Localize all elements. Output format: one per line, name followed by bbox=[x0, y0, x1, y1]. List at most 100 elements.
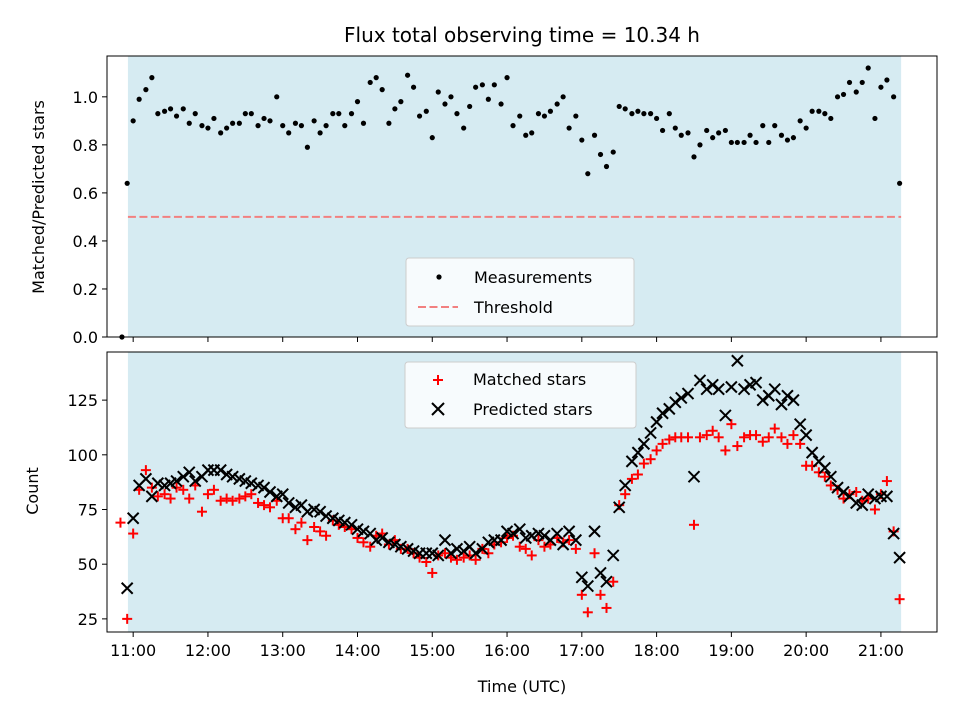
matched-star-point bbox=[595, 589, 606, 600]
predicted-star-point bbox=[824, 470, 838, 483]
measurement-point bbox=[635, 108, 641, 114]
chart-title: Flux total observing time = 10.34 h bbox=[344, 23, 700, 47]
measurement-point bbox=[255, 123, 261, 129]
predicted-star-point bbox=[506, 527, 520, 540]
matched-star-point bbox=[645, 454, 656, 465]
predicted-star-point bbox=[749, 376, 763, 389]
matched-star-point bbox=[208, 484, 219, 495]
matched-star-point bbox=[171, 482, 182, 493]
legend-matched-marker bbox=[433, 375, 443, 385]
predicted-star-point bbox=[837, 485, 850, 499]
matched-star-point bbox=[589, 548, 600, 559]
bottom-y-tick-label: 125 bbox=[67, 391, 98, 410]
matched-star-point bbox=[632, 469, 643, 480]
measurement-point bbox=[510, 123, 516, 129]
predicted-star-point bbox=[831, 481, 844, 494]
matched-star-point bbox=[739, 432, 750, 443]
predicted-star-point bbox=[637, 437, 651, 451]
predicted-star-point bbox=[145, 490, 159, 503]
x-axis-label: Time (UTC) bbox=[477, 677, 566, 696]
predicted-star-point bbox=[345, 518, 358, 532]
legend-matched-label: Matched stars bbox=[473, 370, 586, 389]
predicted-star-point bbox=[282, 496, 295, 510]
measurement-point bbox=[846, 79, 853, 86]
predicted-star-point bbox=[781, 389, 794, 402]
predicted-star-point bbox=[438, 533, 452, 547]
measurement-point bbox=[554, 101, 560, 107]
matched-star-point bbox=[608, 576, 619, 587]
predicted-star-point bbox=[245, 477, 258, 490]
predicted-star-point bbox=[706, 378, 719, 392]
measurement-point bbox=[298, 123, 305, 129]
matched-star-point bbox=[763, 432, 774, 443]
top-y-tick-label: 0.8 bbox=[73, 136, 98, 155]
matched-star-point bbox=[128, 528, 139, 539]
measurement-point bbox=[560, 94, 566, 100]
matched-star-point bbox=[788, 430, 799, 441]
predicted-star-point bbox=[793, 417, 807, 431]
measurement-point bbox=[610, 149, 616, 155]
measurement-point bbox=[292, 120, 299, 126]
matched-star-point bbox=[283, 513, 294, 524]
predicted-star-point bbox=[575, 571, 589, 584]
measurement-point bbox=[367, 79, 373, 86]
measurement-point bbox=[410, 84, 417, 90]
predicted-star-point bbox=[669, 396, 682, 409]
x-tick-label: 15:00 bbox=[409, 641, 455, 660]
measurement-point bbox=[622, 106, 628, 112]
measurement-point bbox=[878, 84, 884, 90]
matched-star-point bbox=[215, 495, 226, 506]
measurement-point bbox=[666, 111, 672, 117]
top-y-tick-label: 0.6 bbox=[73, 184, 98, 203]
matched-star-point bbox=[657, 438, 668, 449]
matched-star-point bbox=[259, 500, 270, 511]
predicted-star-point bbox=[432, 549, 445, 562]
predicted-star-point bbox=[301, 505, 314, 518]
measurement-point bbox=[180, 106, 186, 112]
matched-star-point bbox=[196, 506, 207, 517]
matched-star-point bbox=[664, 434, 675, 445]
measurement-point bbox=[722, 127, 728, 134]
measurement-point bbox=[822, 111, 828, 117]
matched-star-point bbox=[732, 441, 743, 452]
measurement-point bbox=[286, 130, 292, 136]
measurement-point bbox=[491, 82, 497, 88]
bottom-axes-frame bbox=[106, 351, 938, 633]
measurement-point bbox=[766, 139, 772, 146]
measurement-point bbox=[897, 180, 903, 186]
predicted-star-point bbox=[687, 470, 701, 483]
top-y-tick-label: 1.0 bbox=[73, 88, 98, 107]
measurement-point bbox=[130, 118, 136, 124]
predicted-star-point bbox=[737, 382, 751, 396]
measurement-point bbox=[442, 101, 448, 107]
measurement-point bbox=[716, 130, 722, 136]
matched-star-point bbox=[819, 471, 830, 482]
predicted-star-point bbox=[787, 393, 800, 407]
x-tick-label: 16:00 bbox=[484, 641, 530, 660]
matched-star-point bbox=[576, 589, 587, 600]
matched-star-point bbox=[782, 438, 793, 449]
legend-threshold-label: Threshold bbox=[473, 298, 553, 317]
measurement-point bbox=[728, 139, 734, 146]
matched-star-point bbox=[620, 489, 631, 500]
x-tick-label: 12:00 bbox=[185, 641, 231, 660]
top-y-axis-label: Matched/Predicted stars bbox=[29, 100, 48, 294]
predicted-star-point bbox=[893, 551, 906, 564]
matched-star-point bbox=[707, 425, 718, 436]
measurement-point bbox=[597, 151, 604, 158]
measurement-point bbox=[336, 111, 342, 117]
predicted-star-point bbox=[338, 516, 351, 529]
matched-star-point bbox=[601, 602, 612, 613]
predicted-star-point bbox=[450, 542, 464, 556]
measurement-point bbox=[828, 115, 834, 122]
predicted-star-point bbox=[513, 522, 526, 536]
x-tick-label: 14:00 bbox=[334, 641, 380, 660]
matched-star-point bbox=[165, 493, 176, 504]
matched-star-point bbox=[726, 419, 737, 430]
predicted-star-point bbox=[719, 409, 732, 422]
top-y-tick-label: 0.2 bbox=[73, 280, 98, 299]
predicted-star-point bbox=[731, 354, 744, 367]
matched-star-point bbox=[246, 489, 257, 500]
predicted-star-point bbox=[856, 498, 869, 512]
